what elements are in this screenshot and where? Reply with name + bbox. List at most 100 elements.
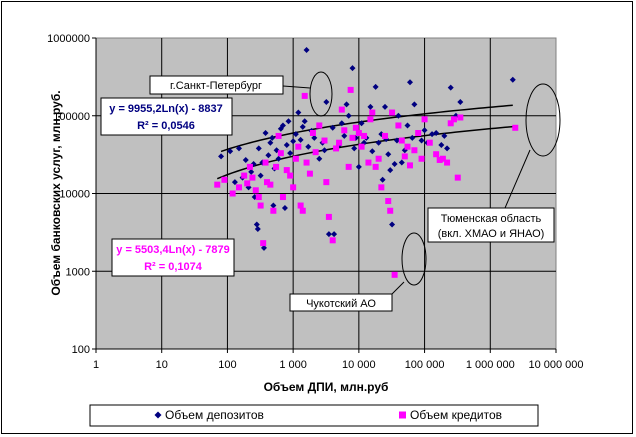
deposit-point	[509, 76, 516, 83]
credit-point	[221, 176, 228, 183]
deposit-point	[375, 139, 382, 146]
credit-point	[391, 271, 398, 278]
credit-point	[295, 143, 302, 150]
credit-point	[244, 180, 251, 187]
credit-point	[411, 147, 418, 154]
equation-credits: y = 5503,4Ln(x) - 7879	[116, 244, 229, 256]
deposit-point	[323, 99, 330, 106]
deposit-point	[311, 134, 318, 141]
deposit-point	[287, 150, 294, 157]
credit-point	[270, 207, 277, 214]
annotation-label-spb: г.Санкт-Петербург	[170, 80, 262, 92]
annotation-leader-chukotka	[391, 281, 405, 295]
x-tick-label: 1 000 000	[466, 359, 515, 371]
legend-marker-credits	[399, 411, 406, 419]
credit-point	[333, 145, 340, 152]
deposit-point	[285, 118, 292, 125]
credit-point	[349, 134, 356, 141]
annotation-label-tyumen-2: (вкл. ХМАО и ЯНАО)	[438, 228, 545, 240]
credit-point	[279, 194, 286, 201]
equation-deposits: y = 9955,2Ln(x) - 8837	[109, 103, 222, 115]
deposit-point	[369, 148, 376, 155]
deposit-point	[441, 132, 448, 139]
tick-labels: 100 1000 10000 100000 1000000 1 10 100 1 000 10 0…	[47, 33, 583, 371]
credit-point	[290, 184, 297, 191]
credit-point	[457, 114, 464, 121]
r2-credits: R² = 0,1074	[144, 261, 203, 273]
deposit-point	[297, 136, 304, 143]
credit-point	[367, 116, 374, 123]
deposit-point	[248, 168, 255, 175]
credit-point	[439, 155, 446, 162]
credit-point	[241, 172, 248, 179]
legend	[89, 404, 539, 427]
deposit-point	[262, 129, 269, 136]
r2-deposits: R² = 0,0546	[137, 120, 195, 132]
deposit-point	[433, 129, 440, 136]
deposit-point	[389, 221, 396, 228]
credit-point	[345, 163, 352, 170]
credit-point	[277, 150, 284, 157]
x-tick-label: 1	[93, 359, 99, 371]
x-tick-label: 10 000 000	[528, 359, 583, 371]
credit-point	[352, 124, 359, 131]
deposit-point	[372, 83, 379, 90]
deposit-point	[242, 156, 249, 163]
credit-point	[426, 139, 433, 146]
legend-label-credits: Объем кредитов	[410, 408, 502, 422]
deposit-point	[279, 122, 286, 129]
deposit-point	[447, 84, 454, 91]
deposit-point	[398, 159, 405, 166]
annotation-leader-spb	[282, 85, 311, 89]
credit-point	[404, 143, 411, 150]
deposit-point	[418, 137, 425, 144]
credit-point	[287, 172, 294, 179]
deposit-point	[231, 179, 238, 186]
deposit-point	[351, 145, 358, 152]
deposit-point	[257, 172, 264, 179]
credit-point	[321, 137, 328, 144]
credit-point	[385, 198, 392, 205]
credit-point	[229, 190, 236, 197]
x-tick-label: 10 000	[342, 359, 376, 371]
credit-point	[378, 184, 385, 191]
credit-point	[214, 181, 221, 188]
annotation-label-chukotka: Чукотский АО	[306, 298, 376, 310]
credit-point	[301, 92, 308, 99]
deposit-point	[236, 145, 243, 152]
credit-point	[267, 181, 274, 188]
credit-point	[387, 207, 394, 214]
deposit-point	[325, 231, 332, 238]
deposit-point	[270, 202, 277, 209]
credit-point	[375, 155, 382, 162]
credit-point	[406, 162, 413, 169]
deposit-point	[341, 132, 348, 139]
annotation-box-chukotka	[289, 293, 393, 312]
credit-point	[447, 120, 454, 127]
annotation-box-tyumen	[427, 207, 555, 243]
credit-point	[372, 163, 379, 170]
credit-point	[347, 86, 354, 93]
annotation-label-tyumen-1: Тюменская область	[441, 213, 542, 225]
deposit-point	[299, 123, 306, 130]
deposit-point	[411, 101, 418, 108]
credit-point	[273, 163, 280, 170]
credit-point	[249, 174, 256, 181]
y-tick-label: 10000	[59, 189, 90, 201]
equation-box-credits	[111, 238, 235, 277]
x-axis-title: Объем ДПИ, млн.руб	[264, 380, 389, 394]
credit-point	[341, 127, 348, 134]
annotation-ellipse-spb	[309, 71, 333, 117]
deposit-point	[301, 118, 308, 125]
credit-point	[255, 194, 262, 201]
deposit-point	[358, 120, 365, 127]
deposit-point	[382, 103, 389, 110]
deposit-point	[379, 176, 386, 183]
deposit-point	[255, 145, 262, 152]
credit-point	[389, 109, 396, 116]
deposit-point	[321, 147, 328, 154]
credit-point	[299, 207, 306, 214]
x-tick-label: 10	[156, 359, 168, 371]
credit-point	[415, 129, 422, 136]
